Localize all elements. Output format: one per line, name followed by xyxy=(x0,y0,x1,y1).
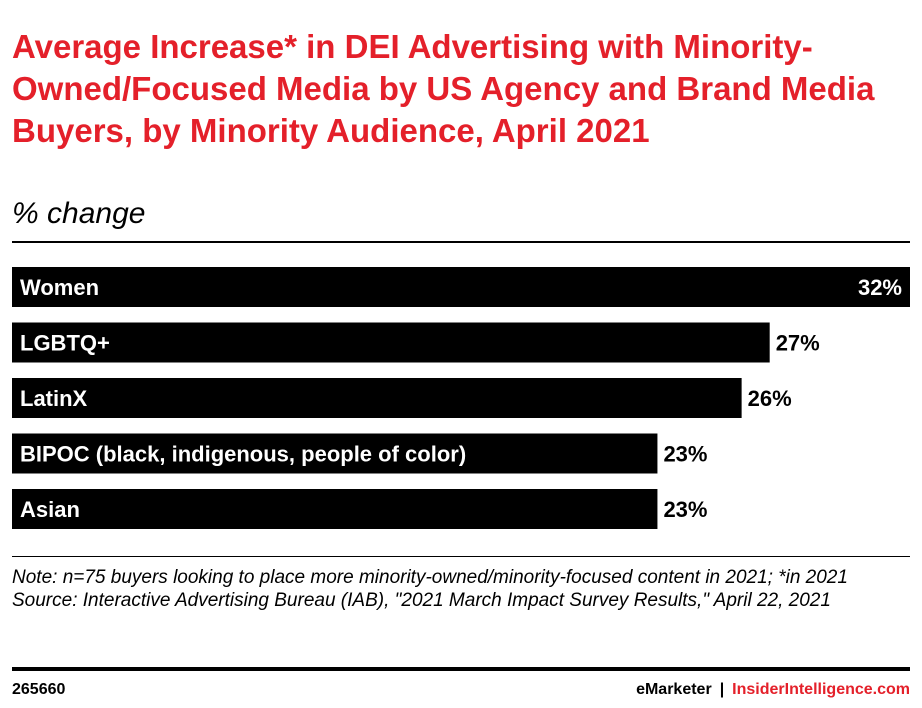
footer-rule xyxy=(12,667,910,671)
value-label-3: 23% xyxy=(663,442,707,467)
chart-subtitle: % change xyxy=(12,197,146,230)
brand-emarketer: eMarketer xyxy=(636,681,712,698)
brand-separator: | xyxy=(719,681,725,698)
bar-2 xyxy=(12,378,742,418)
category-label-3: BIPOC (black, indigenous, people of colo… xyxy=(20,442,466,467)
bar-1 xyxy=(12,322,770,363)
category-label-2: LatinX xyxy=(20,386,88,411)
value-label-2: 26% xyxy=(748,386,792,411)
bar-0 xyxy=(12,267,910,307)
chart-title: Average Increase* in DEI Advertising wit… xyxy=(12,28,875,149)
footer-brand: eMarketer | InsiderIntelligence.com xyxy=(636,681,910,699)
value-label-1: 27% xyxy=(776,331,820,356)
category-label-4: Asian xyxy=(20,497,80,522)
source-text: Source: Interactive Advertising Bureau (… xyxy=(12,590,831,611)
category-label-1: LGBTQ+ xyxy=(20,331,110,356)
top-rule xyxy=(12,241,910,243)
chart-notes: Note: n=75 buyers looking to place more … xyxy=(12,566,910,612)
note-text: Note: n=75 buyers looking to place more … xyxy=(12,567,848,588)
bar-3 xyxy=(12,433,658,474)
category-label-0: Women xyxy=(20,275,99,300)
chart-id: 265660 xyxy=(12,681,66,698)
value-label-4: 23% xyxy=(663,497,707,522)
bar-4 xyxy=(12,489,658,529)
brand-insider-intelligence: InsiderIntelligence.com xyxy=(732,681,910,698)
notes-rule xyxy=(12,556,910,557)
value-label-0: 32% xyxy=(858,275,902,300)
